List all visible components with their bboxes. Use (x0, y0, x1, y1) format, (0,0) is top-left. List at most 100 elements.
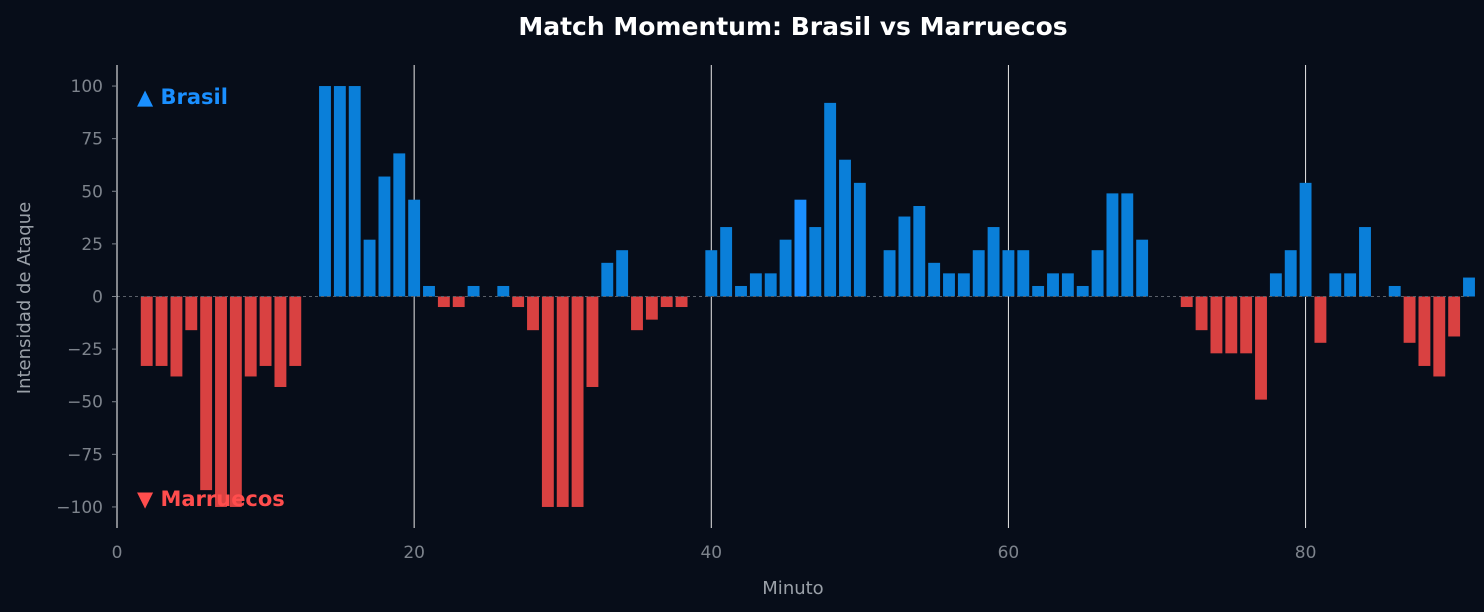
y-tick-label: −75 (67, 445, 103, 465)
bar (1002, 250, 1015, 297)
bar (943, 273, 955, 297)
bar (675, 296, 688, 308)
bar (215, 296, 227, 507)
bar (512, 296, 525, 308)
y-tick-label: 0 (92, 288, 103, 308)
bar (363, 239, 376, 297)
y-axis-label: Intensidad de Ataque (14, 202, 35, 394)
y-axis-ticks: 100 75 50 25 0 −25 −50 −75 −100 (56, 77, 117, 518)
highlight-bars (794, 199, 807, 297)
bar (1225, 296, 1238, 354)
bar (705, 250, 718, 297)
bar (423, 285, 435, 297)
x-tick-label: 80 (1295, 543, 1317, 563)
x-tick-label: 0 (112, 543, 123, 563)
bar (289, 296, 302, 366)
bar (928, 262, 941, 297)
bar (378, 176, 391, 297)
x-axis-ticks: 0 20 40 60 80 (112, 543, 1317, 563)
bar (1210, 296, 1223, 354)
bar (1106, 193, 1119, 297)
bar (467, 285, 480, 297)
bar (898, 216, 911, 297)
bar (1136, 239, 1149, 297)
bar (1017, 250, 1030, 297)
bars (140, 86, 1475, 507)
bar (259, 296, 272, 366)
bar (631, 296, 643, 331)
bar (497, 285, 510, 297)
bar (1314, 296, 1327, 343)
bar (853, 182, 866, 297)
x-tick-label: 20 (403, 543, 425, 563)
bar (601, 262, 614, 297)
bar (452, 296, 465, 308)
bar (1047, 273, 1059, 297)
bar (170, 296, 183, 377)
bar (1463, 277, 1475, 297)
bar (660, 296, 673, 308)
bar (779, 239, 792, 297)
bar (839, 159, 851, 297)
bar (1061, 273, 1074, 297)
bar (140, 296, 153, 366)
bar (987, 227, 1000, 297)
legend-marruecos: ▼ Marruecos (137, 487, 285, 511)
bar (393, 153, 406, 297)
bar (229, 296, 242, 507)
bar (586, 296, 599, 387)
bar (571, 296, 584, 507)
bar (408, 199, 421, 297)
bar (200, 296, 213, 491)
bar (1418, 296, 1431, 366)
y-tick-label: −25 (67, 340, 103, 360)
bar (1433, 296, 1446, 377)
bar (1121, 193, 1134, 297)
x-tick-label: 60 (998, 543, 1020, 563)
y-tick-label: 25 (81, 235, 103, 255)
bar (645, 296, 658, 320)
bar (883, 250, 896, 297)
bar (1269, 273, 1282, 297)
bar (527, 296, 539, 331)
x-axis-label: Minuto (762, 578, 823, 599)
bar (1329, 273, 1342, 297)
bar (1403, 296, 1416, 343)
y-tick-label: 100 (71, 77, 103, 97)
bar (749, 273, 762, 297)
y-tick-label: −100 (56, 498, 103, 518)
bar (333, 86, 346, 297)
y-tick-label: −50 (67, 393, 103, 413)
bar (1255, 296, 1267, 400)
bar (1359, 227, 1371, 297)
bar (556, 296, 569, 507)
bar (1076, 285, 1089, 297)
bar (1180, 296, 1193, 308)
bar (348, 86, 361, 297)
bar (809, 227, 822, 297)
bar (1091, 250, 1104, 297)
bar (185, 296, 198, 331)
bar (1195, 296, 1208, 331)
bar (1032, 285, 1045, 297)
bar (824, 102, 837, 297)
bar (972, 250, 985, 297)
bar (794, 199, 807, 297)
bar (764, 273, 777, 297)
bar (437, 296, 450, 308)
bar (1284, 250, 1297, 297)
bar (1344, 273, 1357, 297)
bar (1240, 296, 1253, 354)
x-tick-label: 40 (700, 543, 722, 563)
legend-brasil: ▲ Brasil (137, 85, 228, 109)
bar (541, 296, 554, 507)
bar (616, 250, 629, 297)
bar (735, 285, 747, 297)
y-tick-label: 75 (81, 130, 103, 150)
bar (274, 296, 287, 387)
bar (1448, 296, 1461, 337)
chart-title: Match Momentum: Brasil vs Marruecos (518, 12, 1067, 41)
y-tick-label: 50 (81, 182, 103, 202)
bar (155, 296, 168, 366)
